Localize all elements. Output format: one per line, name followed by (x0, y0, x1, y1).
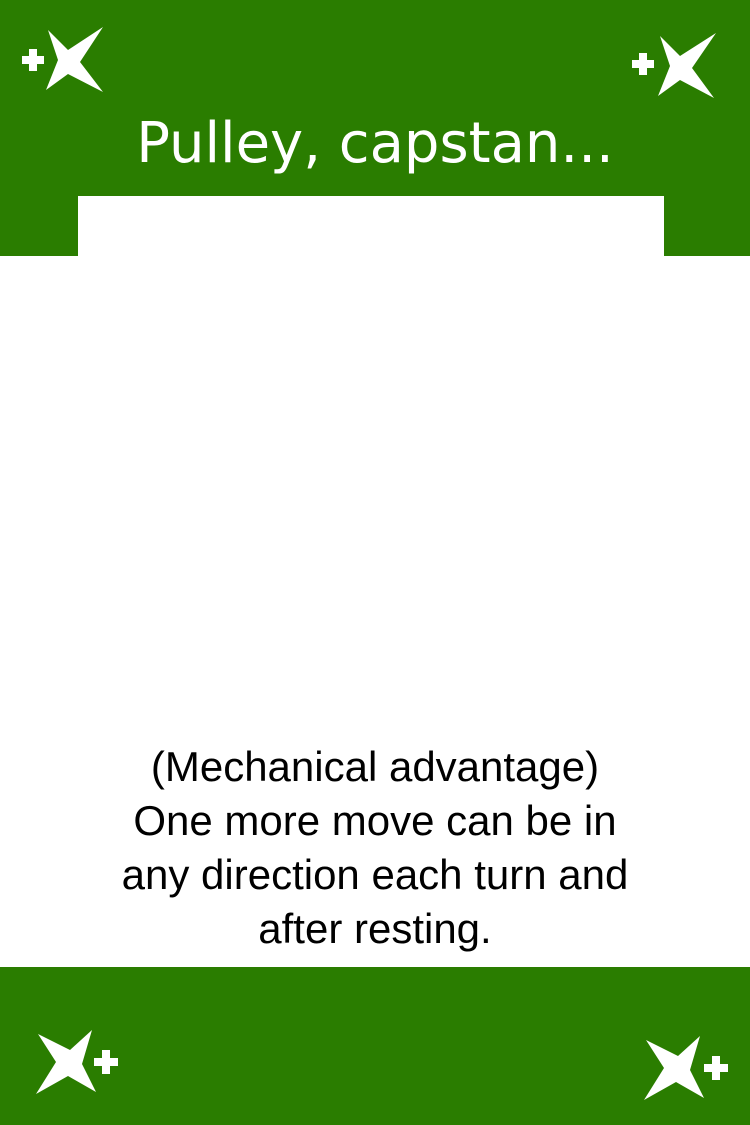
card-effect-line: One more move can be in (133, 797, 617, 844)
card-effect-line: after resting. (258, 905, 492, 952)
card-effect-line: any direction each turn and (121, 851, 629, 898)
sparkle-plus-icon (30, 1024, 130, 1104)
card-flavor-text: (Mechanical advantage) (150, 743, 600, 790)
sparkle-plus-icon (18, 22, 118, 102)
card-rules-text: (Mechanical advantage) One more move can… (60, 740, 690, 956)
card-footer-band (0, 967, 750, 1125)
card-title: Pulley, capstan... (136, 111, 614, 176)
sparkle-plus-icon (640, 1030, 740, 1110)
sparkle-plus-icon (628, 28, 728, 108)
title-tab (78, 196, 664, 256)
